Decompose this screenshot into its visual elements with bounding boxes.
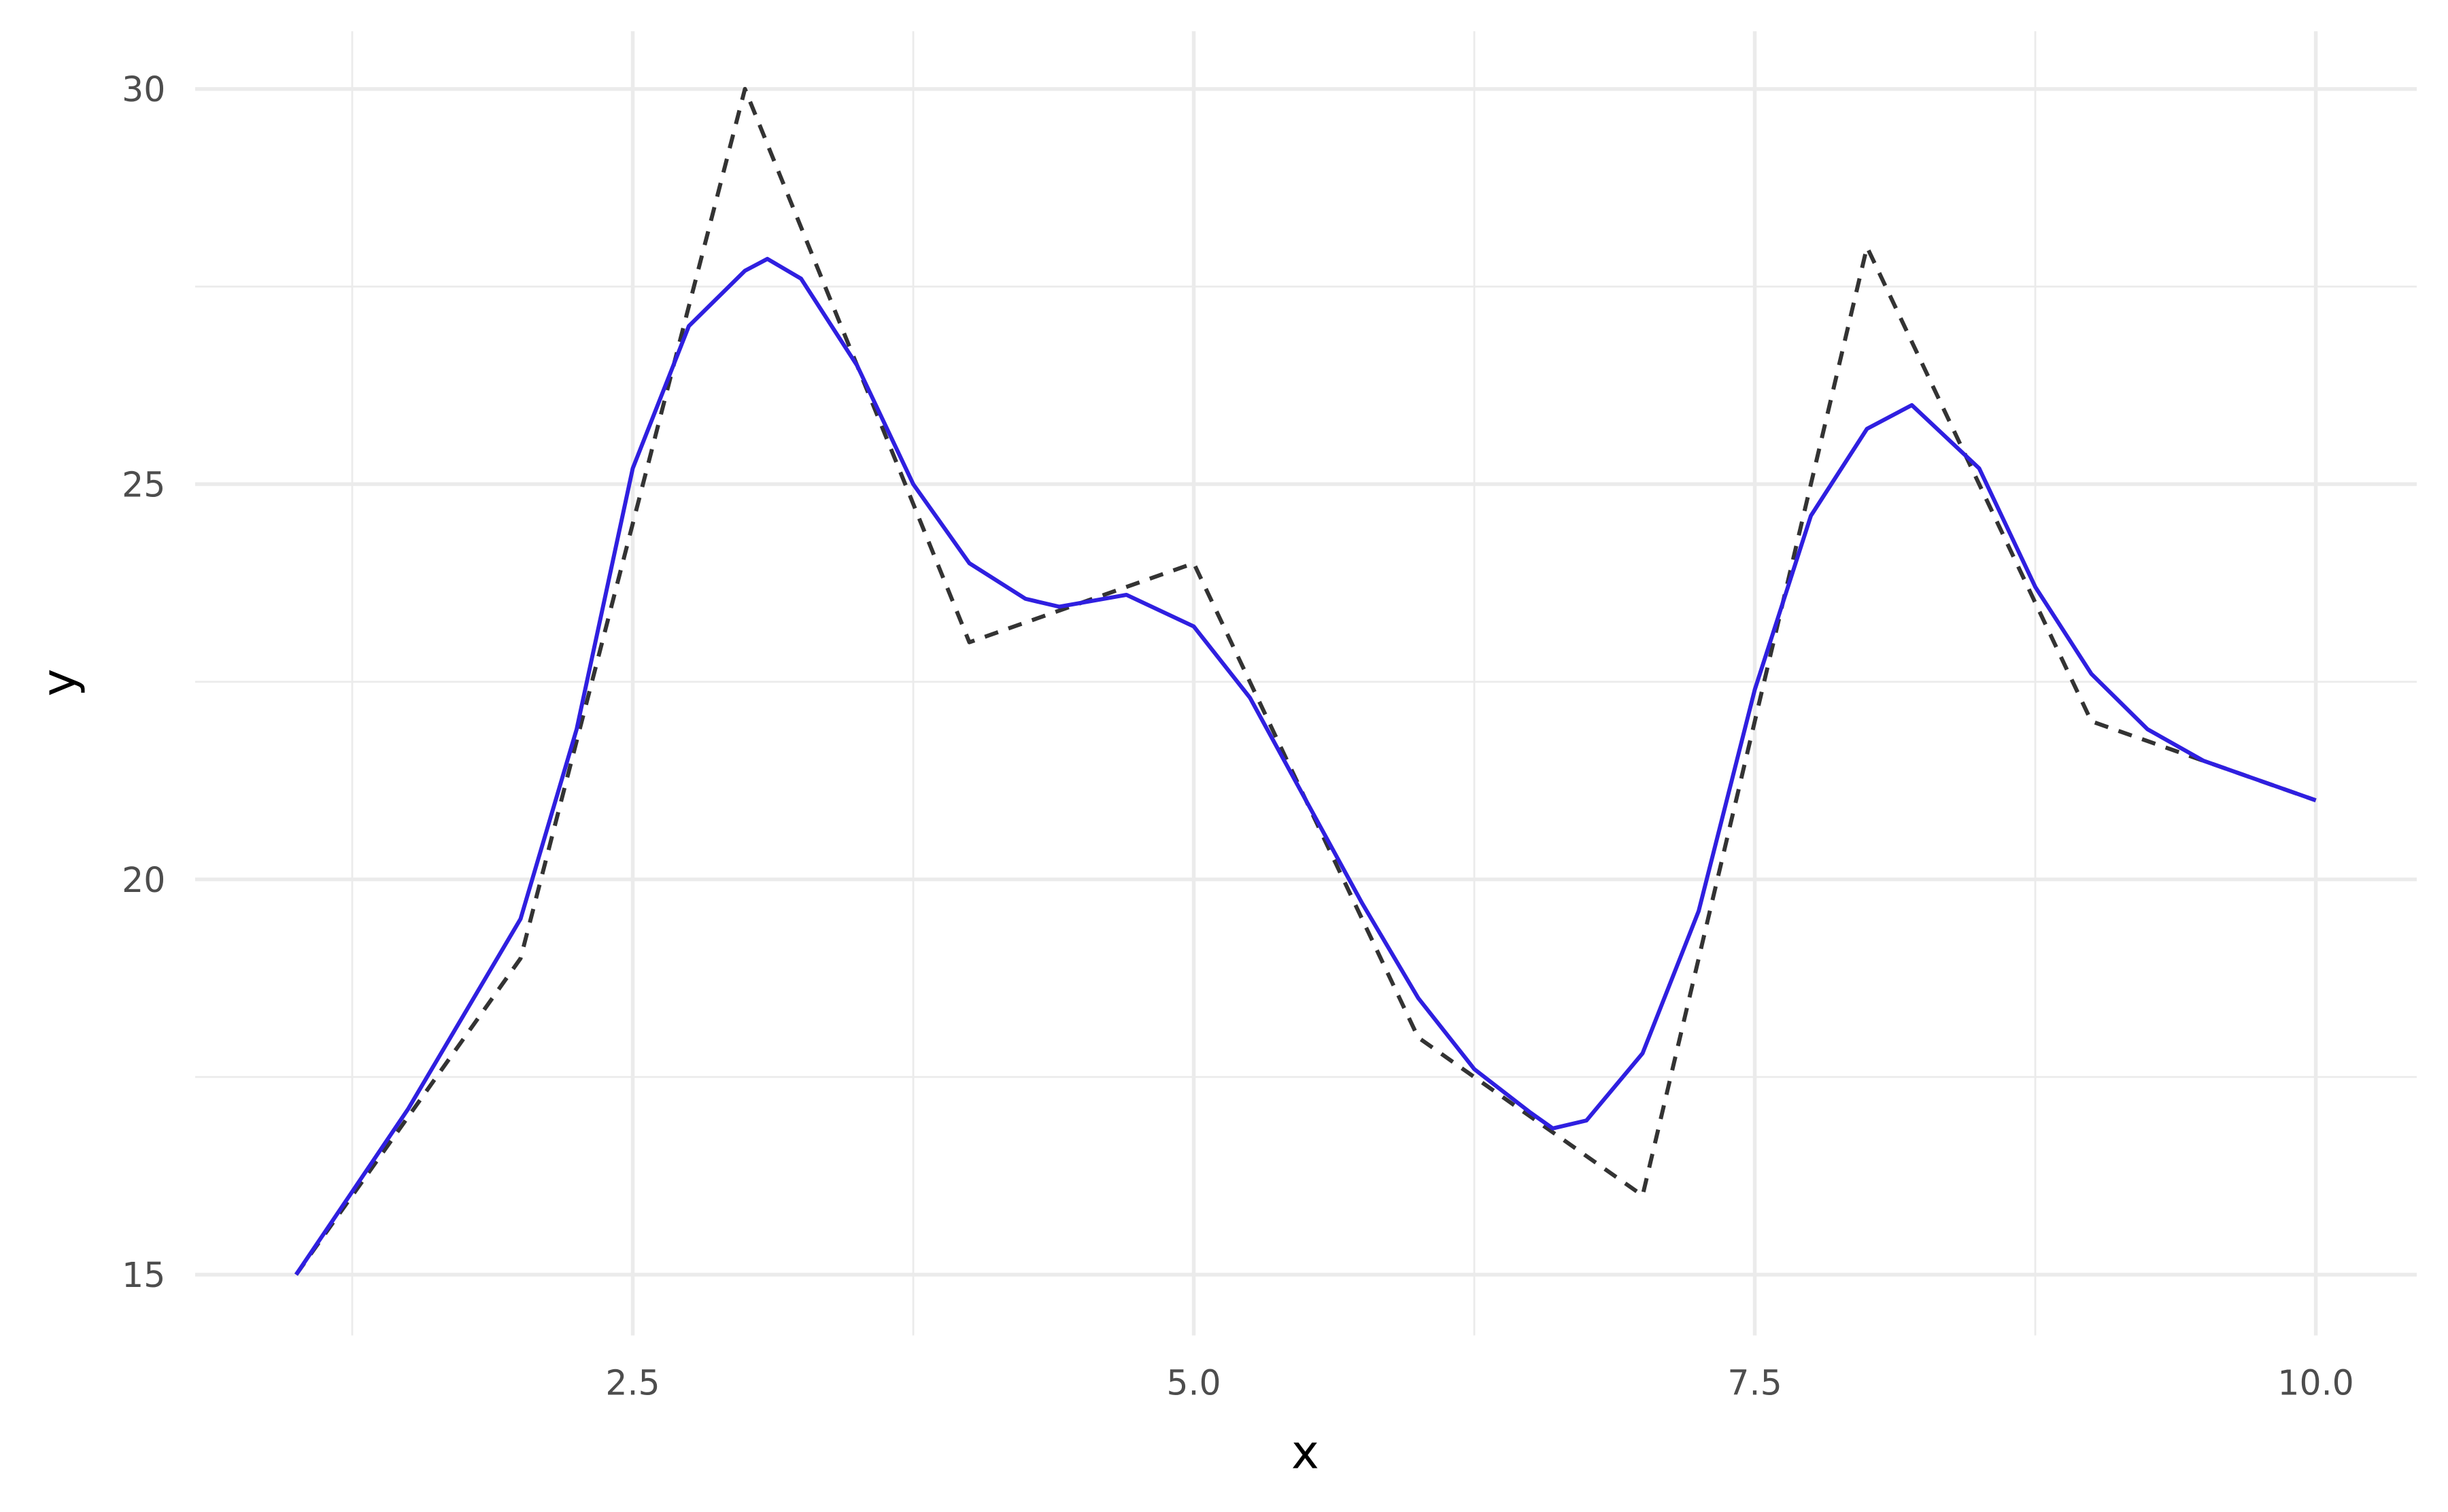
x-tick-label: 7.5	[1727, 1363, 1782, 1403]
x-axis-title: x	[1291, 1426, 1319, 1480]
y-axis-title: y	[32, 669, 86, 697]
x-tick-label: 10.0	[2277, 1363, 2353, 1403]
y-tick-label: 25	[122, 465, 165, 505]
y-tick-label: 30	[122, 69, 165, 109]
smooth-line	[294, 256, 2317, 1276]
x-tick-label: 2.5	[605, 1363, 660, 1403]
y-tick-label: 15	[122, 1255, 165, 1295]
y-tick-label: 20	[122, 860, 165, 900]
x-tick-label: 5.0	[1166, 1363, 1221, 1403]
